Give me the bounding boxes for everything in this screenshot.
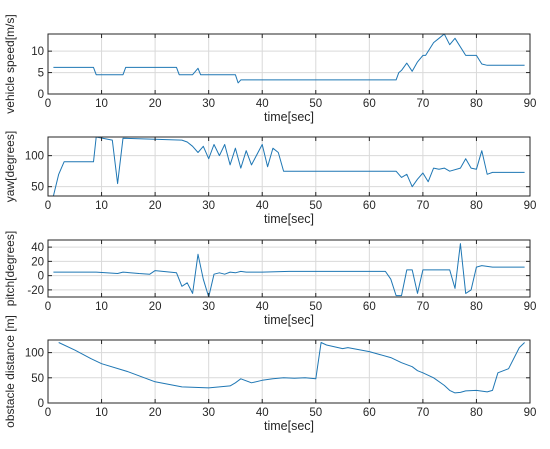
y-tick-label: 50 — [31, 373, 44, 385]
y-tick-label: 0 — [38, 271, 44, 283]
x-tick-label: 0 — [45, 301, 51, 313]
y-tick-label: 10 — [31, 46, 44, 58]
y-axis-label: yaw[degrees] — [3, 131, 17, 202]
x-tick-label: 70 — [416, 98, 429, 110]
x-tick-label: 30 — [202, 200, 215, 212]
x-tick-label: 40 — [256, 200, 269, 212]
series-line-yaw — [52, 137, 525, 196]
chart-panel-yaw: 0 10 20 30 40 50 60 70 80 90 50 100 time[sec] yaw[deg… — [3, 131, 536, 226]
x-tick-label: 70 — [416, 301, 429, 313]
x-tick-label: 40 — [256, 98, 269, 110]
x-tick-label: 90 — [524, 407, 537, 419]
y-tick-label: 5 — [38, 68, 44, 80]
x-tick-label: 60 — [363, 200, 376, 212]
y-tick-label: 40 — [31, 242, 44, 254]
y-tick-label: 100 — [25, 151, 44, 163]
x-tick-label: 80 — [470, 200, 483, 212]
x-tick-label: 30 — [202, 98, 215, 110]
x-tick-label: 60 — [363, 301, 376, 313]
x-tick-label: 80 — [470, 407, 483, 419]
x-tick-label: 40 — [256, 301, 269, 313]
y-tick-label: 50 — [31, 182, 44, 194]
x-tick-label: 40 — [256, 407, 269, 419]
x-axis-label: time[sec] — [264, 212, 314, 226]
axes-box — [47, 339, 531, 404]
x-tick-label: 30 — [202, 407, 215, 419]
x-axis-label: time[sec] — [264, 110, 314, 124]
y-tick-label: 100 — [25, 348, 44, 360]
x-tick-label: 80 — [470, 98, 483, 110]
chart-panel-pitch: 0 10 20 30 40 50 60 70 80 90-2002040time[sec]pitc… — [3, 231, 536, 327]
x-tick-label: 60 — [363, 98, 376, 110]
axes-box — [47, 136, 531, 197]
x-tick-label: 50 — [309, 98, 322, 110]
axes-box — [47, 33, 531, 95]
y-axis-label: pitch[degrees] — [3, 231, 17, 306]
y-axis-label: obstacle distance [m] — [3, 315, 17, 428]
x-tick-label: 50 — [309, 407, 322, 419]
series-line-distance — [58, 342, 525, 394]
x-tick-label: 10 — [95, 200, 108, 212]
x-tick-label: 30 — [202, 301, 215, 313]
x-tick-label: 0 — [45, 200, 51, 212]
x-axis-label: time[sec] — [264, 419, 314, 433]
series-line-pitch — [53, 243, 525, 297]
x-tick-label: 20 — [149, 200, 162, 212]
x-tick-label: 70 — [416, 407, 429, 419]
chart-panel-distance: 0 10 20 30 40 50 60 70 80 90 0 50 100 time[sec] obstac… — [3, 315, 536, 433]
x-tick-label: 10 — [95, 301, 108, 313]
x-tick-label: 50 — [309, 301, 322, 313]
y-axis-label: vehicle speed[m/s] — [3, 14, 17, 113]
axes-box — [47, 239, 531, 298]
series-line-speed — [53, 34, 525, 84]
x-tick-label: 70 — [416, 200, 429, 212]
x-tick-label: 10 — [95, 407, 108, 419]
y-tick-label: 0 — [38, 398, 44, 410]
y-tick-label: 20 — [31, 256, 44, 268]
y-tick-label: 0 — [38, 89, 44, 101]
x-tick-label: 20 — [149, 301, 162, 313]
x-tick-label: 0 — [45, 98, 51, 110]
x-tick-label: 50 — [309, 200, 322, 212]
x-axis-label: time[sec] — [264, 313, 314, 327]
chart-panel-speed: 0 10 20 30 40 50 60 70 80 90 0 5 10 time[sec] vehicle … — [3, 14, 536, 124]
x-tick-label: 60 — [363, 407, 376, 419]
x-tick-label: 10 — [95, 98, 108, 110]
x-tick-label: 90 — [524, 301, 537, 313]
y-tick-label: -20 — [27, 285, 44, 297]
x-tick-label: 90 — [524, 200, 537, 212]
x-tick-label: 0 — [45, 407, 51, 419]
x-tick-label: 20 — [149, 98, 162, 110]
x-tick-label: 80 — [470, 301, 483, 313]
x-tick-label: 90 — [524, 98, 537, 110]
x-tick-label: 20 — [149, 407, 162, 419]
